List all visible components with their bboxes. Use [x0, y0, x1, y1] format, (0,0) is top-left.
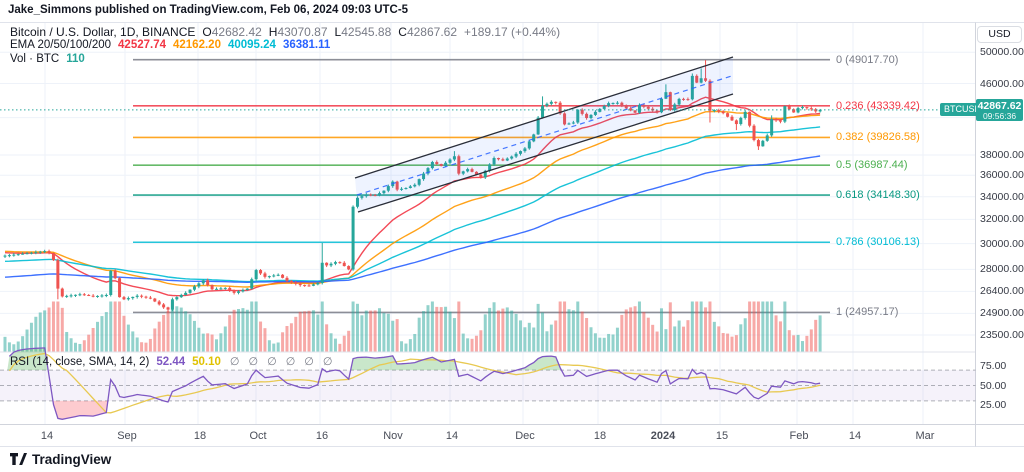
time-tick-label: 18: [193, 430, 207, 442]
ohlc-value: 42867.62: [406, 25, 458, 39]
symbol-title: Bitcoin / U.S. Dollar, 1D, BINANCE: [10, 25, 196, 39]
ohlc-values: O42682.42 H43070.87 L42545.88 C42867.62: [195, 25, 457, 39]
ema-lines: [4, 96, 821, 297]
time-tick-label: Feb: [789, 430, 809, 442]
currency-toggle-button[interactable]: USD: [977, 26, 1022, 43]
price-tick-label: 46000.00: [980, 77, 1024, 90]
rsi-empty-icon: ∅: [322, 356, 333, 368]
time-tick-label: 15: [715, 430, 729, 442]
time-tick-label: Nov: [383, 430, 403, 442]
time-tick-label: 14: [40, 430, 54, 442]
ema-value: 42162.20: [173, 39, 221, 51]
ohlc-key: C: [398, 25, 407, 39]
byline: Jake_Simmons published on TradingView.co…: [8, 4, 409, 16]
price-tick-label: 50000.00: [980, 46, 1024, 59]
price-tick-label: 30000.00: [980, 237, 1024, 250]
ema-values: 42527.74 42162.20 40095.24 36381.11: [111, 39, 330, 51]
volume-bars: [3, 301, 822, 352]
tradingview-logo-icon: [10, 453, 27, 465]
frame-lines: [0, 22, 1024, 447]
rsi-ma-value: 50.10: [192, 356, 221, 368]
rsi-value: 52.44: [156, 356, 186, 368]
rsi-empty-icon: ∅: [285, 356, 296, 368]
rsi-tick-label: 50.00: [980, 379, 1007, 392]
tradingview-logo-text: TradingView: [32, 451, 112, 467]
price-tick-label: 26400.00: [980, 285, 1024, 298]
price-tick-label: 28000.00: [980, 263, 1024, 276]
fib-level-label: 0.618 (34148.30): [836, 189, 920, 202]
time-tick-label: Mar: [915, 430, 935, 442]
fib-level-label: 0.786 (30106.13): [836, 236, 920, 249]
ema-value: 36381.11: [282, 39, 331, 51]
price-tick-label: 32000.00: [980, 213, 1024, 226]
ema-value: 40095.24: [227, 39, 276, 51]
rsi-tick-label: 25.00: [980, 398, 1007, 411]
time-tick-label: Dec: [515, 430, 535, 442]
ohlc-key: L: [334, 25, 342, 39]
fib-level-label: 0.236 (43339.42): [836, 99, 920, 112]
price-tick-label: 36000.00: [980, 169, 1024, 182]
symbol-legend-row[interactable]: Bitcoin / U.S. Dollar, 1D, BINANCE O42682…: [10, 25, 560, 39]
time-tick-label: 18: [593, 430, 607, 442]
rsi-empty-icon: ∅: [267, 356, 277, 368]
price-tick-label: 23500.00: [980, 329, 1024, 341]
rsi-label: RSI (14, close, SMA, 14, 2): [10, 356, 150, 368]
ema-value: 42527.74: [118, 39, 166, 51]
volume-legend-row[interactable]: Vol · BTC 110: [10, 53, 85, 65]
rsi-empty-icons: ∅ ∅ ∅ ∅ ∅ ∅: [221, 356, 333, 368]
ohlc-key: O: [202, 25, 212, 39]
ema-legend-row[interactable]: EMA 20/50/100/200 42527.74 42162.20 40095.2…: [10, 39, 330, 51]
volume-label: Vol · BTC: [10, 53, 60, 65]
rsi-empty-icon: ∅: [229, 356, 240, 368]
time-tick-label: Oct: [249, 430, 267, 442]
time-tick-label: 2024: [650, 430, 676, 442]
bar-countdown: 09:56:36: [982, 110, 1017, 121]
time-tick-label: 16: [315, 430, 329, 442]
ohlc-value: 42682.42: [211, 25, 262, 39]
grid-lines: [0, 22, 976, 425]
symbol-price-line-badge: BTCUSD: [940, 103, 986, 117]
volume-value: 110: [66, 53, 85, 65]
ema-label: EMA 20/50/100/200: [10, 39, 112, 51]
time-tick-label: 14: [445, 430, 459, 442]
rsi-empty-icon: ∅: [304, 356, 314, 368]
last-price-value: 42867.62: [977, 99, 1022, 112]
tradingview-logo[interactable]: TradingView: [10, 451, 111, 467]
rsi-legend-row[interactable]: RSI (14, close, SMA, 14, 2) 52.44 50.10 ∅ ∅ ∅…: [10, 355, 332, 368]
time-tick-label: 14: [848, 430, 862, 442]
rsi-tick-label: 75.00: [980, 360, 1007, 373]
rsi-pane: [0, 347, 976, 420]
fib-level-label: 0.5 (36987.44): [836, 159, 908, 172]
time-tick-label: Sep: [117, 430, 137, 442]
fib-level-label: 0.382 (39826.58): [836, 131, 920, 144]
change-value: +189.17 (+0.44%): [464, 25, 561, 39]
parallel-channel: [354, 56, 734, 213]
fib-lines: [133, 58, 830, 314]
fib-level-label: 0 (49017.70): [836, 53, 899, 66]
last-price-label: 42867.62 09:56:36: [976, 98, 1023, 121]
price-tick-label: 38000.00: [980, 149, 1024, 162]
ohlc-key: H: [268, 25, 278, 39]
ohlc-value: 42545.88: [341, 25, 392, 39]
fib-level-label: 1 (24957.17): [836, 306, 899, 319]
price-tick-label: 34000.00: [980, 190, 1024, 203]
price-tick-label: 24900.00: [980, 307, 1024, 320]
ohlc-value: 43070.87: [277, 25, 328, 39]
rsi-empty-icon: ∅: [248, 356, 259, 368]
